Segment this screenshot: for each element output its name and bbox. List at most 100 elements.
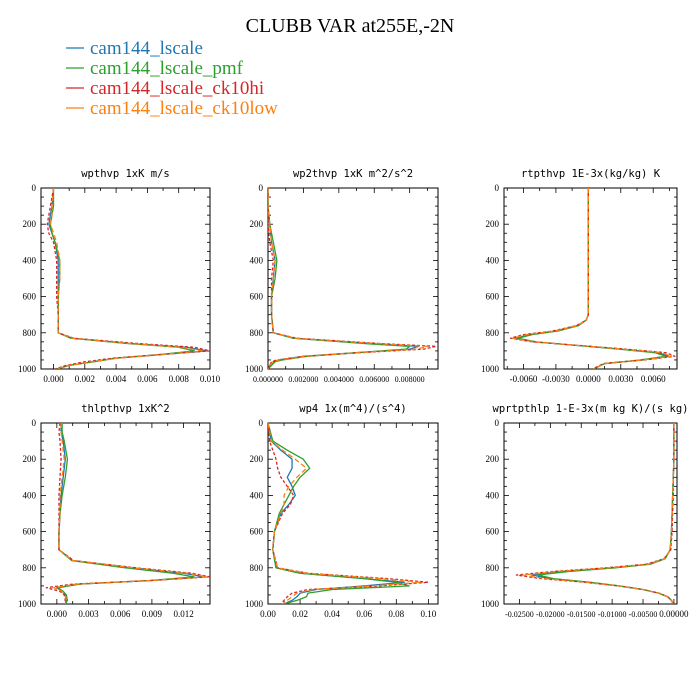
series-line-3	[49, 188, 203, 369]
legend-label-0: cam144_lscale	[90, 38, 203, 59]
legend-label-3: cam144_lscale_ck10low	[90, 98, 278, 119]
xtick-label: 0.006	[137, 374, 158, 384]
ytick-label: 600	[250, 527, 264, 537]
legend-label-1: cam144_lscale_pmf	[90, 58, 244, 79]
xtick-label: 0.0030	[608, 374, 633, 384]
panel-title-2: rtpthvp 1E-3x(kg/kg) K	[521, 168, 661, 180]
ytick-label: 800	[23, 328, 37, 338]
xtick-label: 0.00000	[659, 609, 689, 619]
series-line-1	[57, 423, 195, 604]
xtick-label: 0.004000	[324, 375, 354, 384]
xtick-label: 0.008	[169, 374, 190, 384]
ytick-label: 800	[250, 328, 264, 338]
ytick-label: 400	[23, 255, 37, 265]
series-line-1	[268, 423, 410, 604]
panel-title-3: thlpthvp 1xK^2	[81, 403, 170, 415]
series-line-3	[53, 423, 208, 604]
xtick-label: -0.02500	[505, 610, 534, 619]
xtick-label: -0.00500	[629, 610, 658, 619]
series-line-2	[268, 423, 430, 604]
ytick-label: 1000	[18, 599, 37, 609]
xtick-label: 0.002	[75, 374, 95, 384]
panel-1: wp2thvp 1xK m^2/s^2020040060080010000.00…	[245, 168, 439, 384]
ytick-label: 1000	[18, 364, 37, 374]
ytick-label: 200	[486, 219, 500, 229]
xtick-label: 0.012	[173, 609, 193, 619]
ytick-label: 1000	[245, 599, 264, 609]
panel-title-0: wpthvp 1xK m/s	[81, 168, 170, 180]
ytick-label: 600	[250, 292, 264, 302]
ytick-label: 1000	[481, 364, 500, 374]
series-line-3	[268, 188, 429, 369]
panel-5: wprtpthlp 1-E-3x(m kg K)/(s kg) 0 200 400 60…	[481, 403, 689, 619]
xtick-label: -0.0030	[542, 374, 570, 384]
xtick-label: -0.02000	[536, 610, 565, 619]
xtick-label: 0.008000	[395, 375, 425, 384]
xtick-label: -0.01500	[567, 610, 596, 619]
xtick-label: 0.006000	[359, 375, 389, 384]
ytick-label: 400	[250, 255, 264, 265]
figure-title: CLUBB VAR at255E,-2N	[246, 15, 455, 37]
panel-2: rtpthvp 1E-3x(kg/kg) K02004006008001000-…	[481, 168, 678, 384]
ytick-label: 0	[32, 183, 37, 193]
ytick-label: 400	[23, 490, 37, 500]
ytick-label: 200	[250, 454, 264, 464]
ytick-label: 800	[486, 563, 500, 573]
ytick-label: 200	[250, 219, 264, 229]
ytick-label: 1000	[481, 599, 500, 609]
ytick-label: 1000	[245, 364, 264, 374]
series-line-2	[46, 188, 210, 369]
xtick-label: 0.000	[43, 374, 64, 384]
series-line-1	[268, 188, 411, 369]
ytick-label: 0	[495, 418, 500, 428]
xtick-label: -0.01000	[598, 610, 627, 619]
xtick-label: 0.04	[324, 609, 340, 619]
panel-title-5: wprtpthlp 1-E-3x(m kg K)/(s kg)	[493, 403, 689, 415]
xtick-label: 0.003	[78, 609, 99, 619]
ytick-label: 0	[259, 418, 264, 428]
ytick-label: 400	[486, 255, 500, 265]
ytick-label: 600	[486, 292, 500, 302]
xtick-label: -0.0060	[510, 374, 538, 384]
ytick-label: 200	[23, 454, 37, 464]
panel-3: thlpthvp 1xK^2 0 200 400 600 800 1000 0.000 0.00…	[18, 403, 211, 619]
series-line-2	[509, 188, 676, 369]
panel-title-1: wp2thvp 1xK m^2/s^2	[293, 168, 413, 180]
xtick-label: 0.00	[260, 609, 276, 619]
ytick-label: 0	[495, 183, 500, 193]
ytick-label: 200	[486, 454, 500, 464]
ytick-label: 400	[250, 490, 264, 500]
legend: cam144_lscalecam144_lscale_pmfcam144_lsc…	[66, 38, 278, 119]
ytick-label: 0	[32, 418, 37, 428]
ytick-label: 600	[23, 527, 37, 537]
ytick-label: 200	[23, 219, 37, 229]
xtick-label: 0.0060	[641, 374, 666, 384]
ytick-label: 600	[23, 292, 37, 302]
xtick-label: 0.02	[292, 609, 308, 619]
xtick-label: 0.004	[106, 374, 127, 384]
series-line-3	[521, 423, 675, 604]
xtick-label: 0.009	[142, 609, 163, 619]
xtick-label: 0.010	[200, 374, 221, 384]
panel-0: wpthvp 1xK m/s 0 200 400 600 800 1000 0.000 0.00…	[18, 168, 221, 384]
series-line-0	[48, 188, 208, 369]
series-line-3	[512, 188, 673, 369]
xtick-label: 0.000	[47, 609, 68, 619]
xtick-label: 0.10	[421, 609, 437, 619]
xtick-label: 0.08	[388, 609, 404, 619]
ytick-label: 800	[23, 563, 37, 573]
ytick-label: 800	[486, 328, 500, 338]
series-line-0	[531, 423, 675, 604]
series-line-3	[268, 423, 422, 604]
series-line-0	[56, 423, 206, 604]
ytick-label: 600	[486, 527, 500, 537]
xtick-label: 0.000000	[253, 375, 283, 384]
xtick-label: 0.006	[110, 609, 131, 619]
legend-label-2: cam144_lscale_ck10hi	[90, 78, 264, 99]
series-line-2	[45, 423, 210, 604]
series-line-1	[537, 423, 675, 604]
ytick-label: 800	[250, 563, 264, 573]
